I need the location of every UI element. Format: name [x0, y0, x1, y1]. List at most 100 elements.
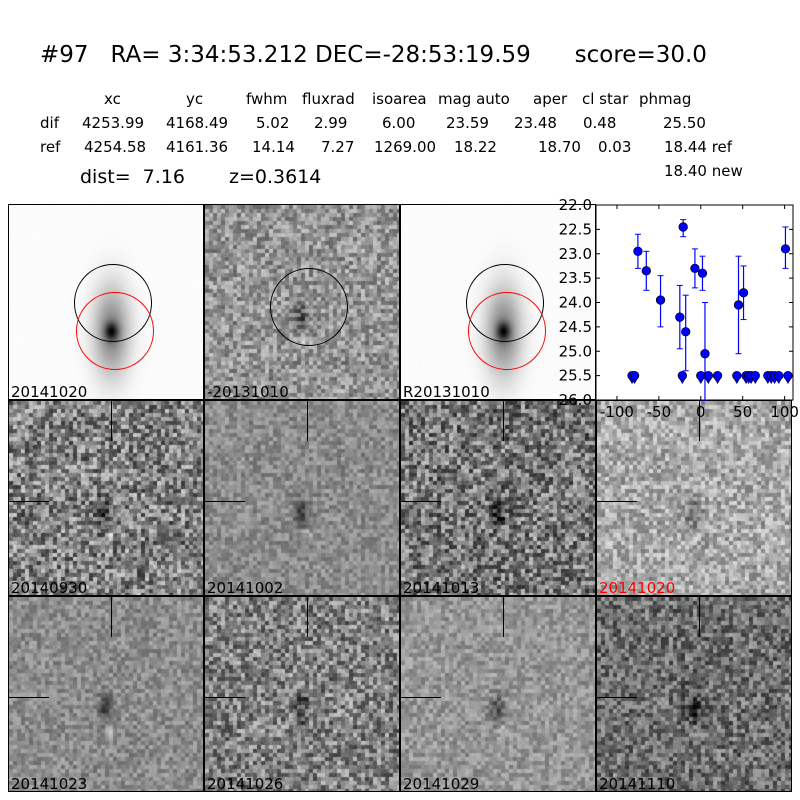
x-tick-label: 50: [733, 403, 752, 421]
y-tick-label: 22.5: [559, 220, 592, 238]
y-tick-label: 22.0: [559, 196, 592, 214]
upper-limit-point: [783, 370, 793, 381]
image-cutout: 20141026: [204, 596, 400, 792]
dif-value: 23.48: [514, 114, 557, 132]
image-cutout: -20131010: [204, 204, 400, 400]
crosshair-vertical: [699, 401, 700, 441]
crosshair-horizontal: [9, 501, 49, 502]
cutout-image: [9, 401, 203, 595]
cutout-date-label: R20131010: [403, 383, 490, 400]
crosshair-vertical: [111, 401, 112, 441]
image-cutout: R20131010: [400, 204, 596, 400]
detection-point: [655, 295, 666, 305]
red-aperture-circle: [468, 292, 546, 370]
detection-point: [681, 327, 691, 337]
y-tick-label: 26.0: [559, 391, 592, 409]
column-header: yc: [186, 90, 204, 108]
image-cutout: 20141023: [8, 596, 204, 792]
image-cutout: 20141029: [400, 596, 596, 792]
image-cutout: 20141002: [204, 400, 400, 596]
crosshair-horizontal: [401, 697, 441, 698]
image-cutout: 20141013: [400, 400, 596, 596]
dif-value: 0.48: [583, 114, 617, 132]
detection-point: [641, 266, 651, 276]
column-header: aper: [533, 90, 568, 108]
cutout-image: [597, 597, 791, 791]
dif-value: 23.59: [446, 114, 489, 132]
ref-row-label: ref: [40, 138, 61, 156]
ref-value: 7.27: [321, 138, 355, 156]
upper-limit-point: [629, 370, 640, 381]
crosshair-horizontal: [9, 697, 49, 698]
column-header: cl star: [582, 90, 629, 108]
cutout-date-label: 20141002: [207, 579, 284, 596]
cutout-date-label: -20131010: [207, 383, 289, 400]
upper-limit-point: [750, 370, 760, 381]
y-tick-label: 23.0: [559, 245, 592, 263]
dif-value: 25.50: [663, 114, 706, 132]
y-tick-label: 24.5: [559, 318, 592, 336]
dif-value: 4253.99: [82, 114, 145, 132]
crosshair-horizontal: [401, 501, 441, 502]
crosshair-horizontal: [205, 501, 245, 502]
cutout-date-label: 20141013: [403, 579, 480, 596]
crosshair-horizontal: [597, 501, 637, 502]
upper-limit-point: [774, 370, 784, 381]
column-header: xc: [104, 90, 121, 108]
column-header: fwhm: [246, 90, 288, 108]
dif-value: 4168.49: [166, 114, 229, 132]
detection-point: [678, 222, 688, 232]
detection-point: [780, 244, 791, 254]
image-cutout: 20141020: [8, 204, 204, 400]
ref-value: 4161.36: [166, 138, 229, 156]
x-tick-label: -100: [600, 403, 634, 421]
detection-point: [633, 246, 643, 256]
y-tick-label: 25.0: [559, 342, 592, 360]
candidate-title: #97 RA= 3:34:53.212 DEC=-28:53:19.59 sco…: [40, 42, 707, 68]
black-aperture-circle: [270, 268, 348, 346]
crosshair-vertical: [699, 597, 700, 637]
x-tick-label: 0: [696, 403, 706, 421]
dif-value: 5.02: [256, 114, 290, 132]
cutout-image: [205, 401, 399, 595]
upper-limit-point: [732, 370, 742, 381]
detection-point: [690, 263, 700, 274]
column-header: phmag: [639, 90, 692, 108]
cutout-date-label: 20140930: [11, 579, 88, 596]
detection-point: [700, 349, 710, 359]
crosshair-vertical: [503, 597, 504, 637]
crosshair-horizontal: [205, 697, 245, 698]
redshift-value: z=0.3614: [229, 166, 322, 188]
cutout-date-label: 20141023: [11, 775, 88, 792]
cutout-date-label: 20141110: [599, 775, 676, 792]
upper-limit-point: [703, 370, 713, 381]
x-tick-label: -50: [647, 403, 672, 421]
ref-value: 1269.00: [374, 138, 437, 156]
crosshair-vertical: [111, 597, 112, 637]
image-cutout: 20141110: [596, 596, 792, 792]
column-header: isoarea: [372, 90, 427, 108]
cutout-image: [205, 597, 399, 791]
image-cutout: 20141020: [596, 400, 792, 596]
crosshair-vertical: [307, 597, 308, 637]
image-cutout: 20140930: [8, 400, 204, 596]
dif-value: 6.00: [382, 114, 416, 132]
dif-value: 2.99: [314, 114, 348, 132]
ref-value: 18.70: [538, 138, 581, 156]
cutout-image: [597, 401, 791, 595]
ref-value: 4254.58: [84, 138, 147, 156]
cutout-date-label: 20141026: [207, 775, 284, 792]
plot-area: [595, 204, 794, 401]
upper-limit-point: [677, 370, 687, 381]
column-header: mag auto: [438, 90, 510, 108]
ref-value: 18.22: [454, 138, 497, 156]
cutout-image: [401, 597, 595, 791]
y-tick-label: 25.5: [559, 367, 592, 385]
cutout-date-label: 20141029: [403, 775, 480, 792]
ref-value: 18.44 ref: [664, 138, 733, 156]
y-tick-label: 24.0: [559, 294, 592, 312]
detection-point: [733, 300, 744, 310]
cutout-image: [9, 597, 203, 791]
new-phmag: 18.40 new: [664, 162, 743, 180]
